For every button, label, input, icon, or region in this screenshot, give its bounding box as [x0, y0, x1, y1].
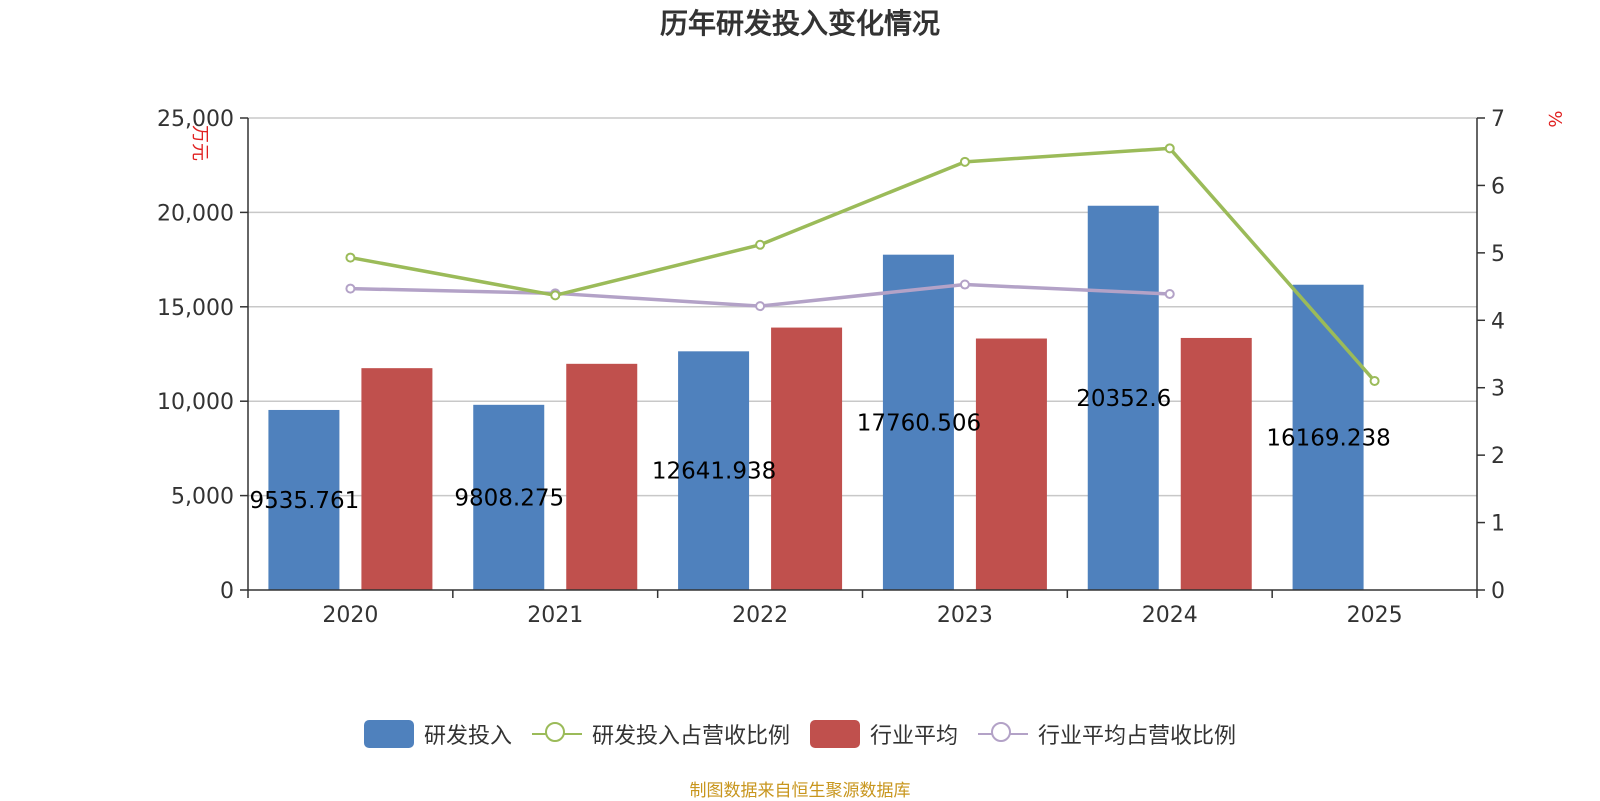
- legend-marker-industry-ratio: [978, 720, 1029, 748]
- x-tick-label: 2024: [1142, 603, 1198, 628]
- rd-ratio-point: [755, 239, 766, 250]
- bar-industry: [975, 338, 1047, 590]
- bar-rd: [1292, 284, 1364, 590]
- legend-label-industry: 行业平均: [870, 724, 959, 749]
- legend-item-industry-ratio[interactable]: 行业平均占营收比例: [978, 718, 1236, 750]
- legend-label-rd-ratio: 研发投入占营收比例: [591, 724, 790, 749]
- bar-rd-value-label: 9808.275: [454, 485, 564, 511]
- legend-swatch-industry: [810, 720, 860, 748]
- x-tick-label: 2025: [1347, 603, 1403, 628]
- rd-ratio-point: [1164, 143, 1175, 154]
- y-right-tick-label: 6: [1491, 174, 1505, 199]
- bar-rd: [678, 351, 750, 590]
- x-tick-label: 2020: [322, 603, 378, 628]
- y-left-tick-label: 5,000: [171, 485, 234, 510]
- legend-marker-rd-ratio: [531, 720, 582, 748]
- y-left-axis-label: 万元: [189, 125, 210, 161]
- x-tick-label: 2021: [527, 603, 583, 628]
- y-right-axis-label: %: [1544, 110, 1565, 127]
- y-right-tick-label: 4: [1491, 309, 1505, 334]
- y-right-tick-label: 5: [1491, 242, 1505, 267]
- chart-title: 历年研发投入变化情况: [659, 7, 940, 40]
- x-tick-label: 2023: [937, 603, 993, 628]
- bar-industry: [566, 363, 638, 590]
- bar-rd: [473, 404, 545, 590]
- rd-ratio-point: [1369, 375, 1380, 386]
- bar-rd: [882, 254, 954, 590]
- bars: [268, 205, 1364, 590]
- legend-label-industry-ratio: 行业平均占营收比例: [1038, 724, 1237, 749]
- y-right-tick-label: 2: [1491, 444, 1505, 469]
- lines: [345, 143, 1380, 386]
- grid-lines: [248, 117, 1477, 497]
- industry-ratio-point: [959, 279, 970, 290]
- y-left-tick-label: 20,000: [157, 201, 234, 226]
- y-right-tick-label: 7: [1491, 107, 1505, 132]
- y-left-tick-label: 0: [220, 579, 234, 604]
- legend: 研发投入 研发投入占营收比例 行业平均 行业平均占营收比例: [0, 718, 1600, 750]
- rd-ratio-point: [959, 156, 970, 167]
- y-left-tick-label: 25,000: [157, 107, 234, 132]
- axes: 0 5,000 10,000 15,000 20,000 25,000 0 1 2 3 4 5 6 7 万元…: [157, 107, 1565, 628]
- legend-label-rd: 研发投入: [423, 724, 512, 749]
- bar-industry: [771, 327, 843, 590]
- legend-item-industry[interactable]: 行业平均: [810, 718, 958, 750]
- legend-item-rd-ratio[interactable]: 研发投入占营收比例: [531, 718, 790, 750]
- bar-rd-value-label: 20352.6: [1076, 386, 1171, 412]
- bar-industry: [1180, 337, 1252, 590]
- rd-ratio-point: [550, 290, 561, 301]
- y-right-tick-label: 1: [1491, 512, 1505, 537]
- bar-rd-value-label: 16169.238: [1266, 425, 1390, 451]
- rd-ratio-line: [350, 146, 1376, 383]
- y-right-tick-label: 0: [1491, 579, 1505, 604]
- legend-swatch-rd: [363, 720, 414, 748]
- data-labels: 9535.761 9808.275 12641.938 17760.506 20352.…: [250, 386, 1391, 514]
- legend-item-rd[interactable]: 研发投入: [363, 718, 512, 750]
- bar-rd: [268, 409, 340, 590]
- source-note: 制图数据来自恒生聚源数据库: [689, 781, 911, 801]
- y-left-tick-label: 10,000: [157, 390, 234, 415]
- bar-rd-value-label: 12641.938: [652, 459, 776, 485]
- bar-rd: [1087, 205, 1159, 590]
- bar-industry: [361, 368, 433, 590]
- rd-ratio-point: [345, 252, 356, 263]
- industry-ratio-point: [345, 283, 356, 294]
- bar-rd-value-label: 9535.761: [250, 488, 360, 514]
- bar-rd-value-label: 17760.506: [857, 410, 981, 436]
- industry-ratio-point: [755, 301, 766, 312]
- x-tick-label: 2022: [732, 603, 788, 628]
- y-left-tick-label: 15,000: [157, 296, 234, 321]
- y-right-tick-label: 3: [1491, 377, 1505, 402]
- industry-ratio-point: [1164, 288, 1175, 299]
